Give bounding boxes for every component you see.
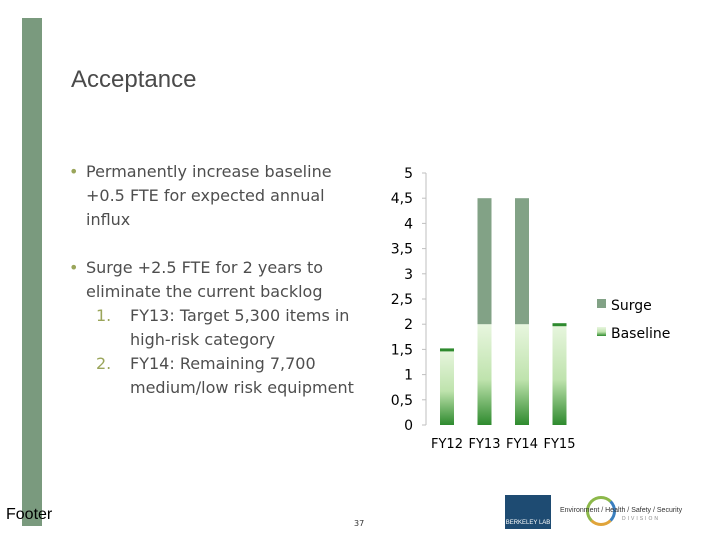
x-tick-label: FY15 [544, 437, 576, 452]
bullet-item: • Permanently increase baseline +0.5 FTE… [66, 160, 366, 232]
item-number: 1. [96, 306, 112, 325]
x-tick-label: FY13 [469, 437, 501, 452]
legend-label: Surge [611, 298, 652, 314]
bullet-item: • Surge +2.5 FTE for 2 years to eliminat… [66, 256, 366, 304]
item-number: 2. [96, 354, 112, 373]
numbered-item: 1. FY13: Target 5,300 items in high-risk… [66, 304, 366, 352]
slide-title: Acceptance [71, 66, 197, 93]
ehss-division: DIVISION [622, 516, 660, 522]
legend-label: Baseline [611, 326, 670, 342]
y-tick-label: 5 [404, 166, 413, 182]
footer-text: Footer [6, 506, 53, 523]
y-tick-label: 2,5 [391, 292, 413, 308]
bullet-text: Surge +2.5 FTE for 2 years to eliminate … [86, 258, 324, 301]
ehss-wordmark: Environment / Health / Safety / Security [560, 507, 683, 514]
y-tick-label: 0,5 [391, 393, 413, 409]
item-text: FY13: Target 5,300 items in high-risk ca… [130, 306, 350, 349]
accent-bar [22, 18, 42, 526]
baseline-bar [440, 349, 454, 425]
y-tick-label: 2 [404, 317, 413, 333]
bullet-text: Permanently increase baseline +0.5 FTE f… [86, 162, 332, 229]
legend-swatch [597, 327, 606, 336]
y-tick-label: 0 [404, 418, 413, 434]
y-tick-label: 4 [404, 216, 413, 232]
x-tick-label: FY14 [506, 437, 538, 452]
y-tick-label: 3 [404, 267, 413, 283]
baseline-bar [515, 324, 529, 425]
y-tick-label: 3,5 [391, 242, 413, 258]
bullet-marker: • [69, 162, 79, 181]
y-tick-label: 1 [404, 368, 413, 384]
legend-swatch [597, 299, 606, 308]
baseline-cap [552, 323, 567, 327]
ehss-circle-icon [586, 496, 616, 526]
x-tick-label: FY12 [431, 437, 463, 452]
ehss-logo: Environment / Health / Safety / Security… [560, 496, 710, 530]
bullet-list: • Permanently increase baseline +0.5 FTE… [66, 160, 366, 400]
baseline-bar [477, 324, 492, 425]
numbered-item: 2. FY14: Remaining 7,700 medium/low risk… [66, 352, 366, 400]
y-tick-label: 4,5 [391, 191, 413, 207]
y-tick-label: 1,5 [391, 342, 413, 358]
berkeley-lab-logo: BERKELEY LAB [505, 495, 551, 529]
baseline-bar [552, 324, 567, 425]
item-text: FY14: Remaining 7,700 medium/low risk eq… [130, 354, 354, 397]
surge-bar [477, 198, 492, 325]
berkeley-lab-wordmark: BERKELEY LAB [505, 520, 551, 526]
surge-bar [515, 198, 529, 325]
baseline-cap [440, 348, 454, 352]
page-number: 37 [354, 519, 365, 528]
bullet-marker: • [69, 258, 79, 277]
